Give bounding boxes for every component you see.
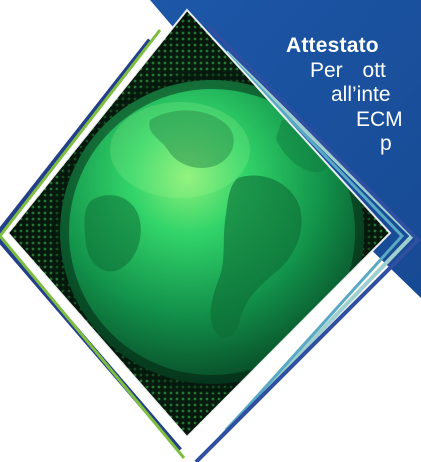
earth-globe-icon	[60, 80, 364, 384]
